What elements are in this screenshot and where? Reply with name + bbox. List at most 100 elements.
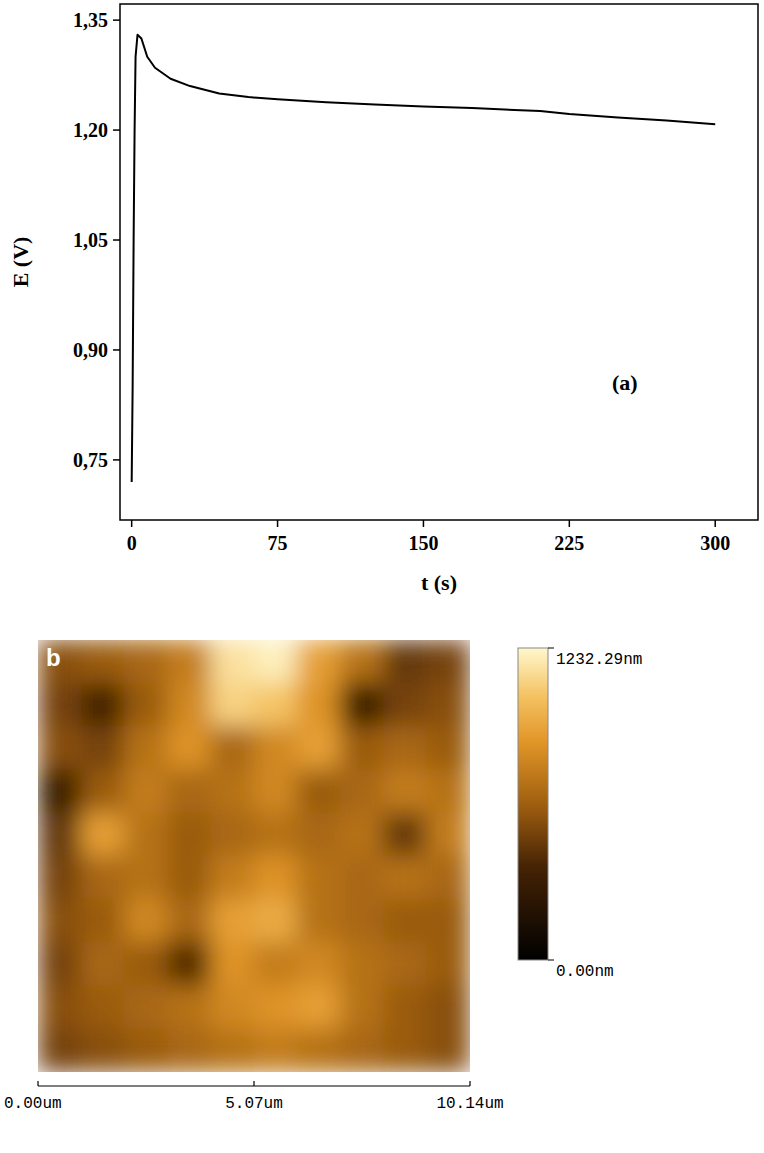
height-cell bbox=[254, 856, 298, 900]
colorbar-label: 0.00nm bbox=[556, 963, 614, 981]
height-cell bbox=[426, 985, 470, 1029]
height-cell bbox=[254, 769, 298, 813]
height-cell bbox=[38, 856, 82, 900]
height-cell bbox=[340, 640, 384, 684]
height-cell bbox=[81, 812, 125, 856]
height-cell bbox=[297, 726, 341, 770]
height-cell bbox=[254, 985, 298, 1029]
panel-label: (a) bbox=[612, 370, 638, 395]
height-cell bbox=[81, 856, 125, 900]
image-clip bbox=[38, 640, 470, 1072]
colorbar bbox=[518, 648, 548, 960]
height-cell bbox=[81, 942, 125, 986]
height-cell bbox=[383, 985, 427, 1029]
height-cell bbox=[297, 856, 341, 900]
data-group bbox=[132, 35, 716, 482]
height-cell bbox=[81, 769, 125, 813]
x-tick bbox=[37, 1081, 38, 1086]
height-cell bbox=[210, 856, 254, 900]
height-cell bbox=[426, 812, 470, 856]
x-tick-label: 300 bbox=[700, 532, 730, 554]
height-cell bbox=[340, 726, 384, 770]
height-cell bbox=[383, 640, 427, 684]
height-cell bbox=[426, 942, 470, 986]
height-cell bbox=[254, 812, 298, 856]
height-cell bbox=[167, 812, 211, 856]
height-cell bbox=[297, 942, 341, 986]
panel-label: b bbox=[46, 644, 61, 671]
x-tick bbox=[469, 1081, 470, 1086]
y-tick-label: 1,05 bbox=[73, 229, 108, 251]
height-cell bbox=[38, 985, 82, 1029]
height-cell bbox=[81, 899, 125, 943]
height-cell bbox=[426, 683, 470, 727]
height-cell bbox=[383, 1028, 427, 1072]
height-cell bbox=[340, 769, 384, 813]
x-tick bbox=[277, 520, 279, 527]
colorbar-tick bbox=[548, 960, 554, 961]
height-cell bbox=[124, 942, 168, 986]
height-cell bbox=[210, 899, 254, 943]
height-cell bbox=[124, 683, 168, 727]
height-cell bbox=[38, 683, 82, 727]
height-cell bbox=[426, 1028, 470, 1072]
height-cell bbox=[124, 899, 168, 943]
height-cell bbox=[210, 683, 254, 727]
x-tick-label: 75 bbox=[268, 532, 288, 554]
height-cell bbox=[167, 985, 211, 1029]
height-cell bbox=[167, 1028, 211, 1072]
height-cell bbox=[124, 769, 168, 813]
height-cell bbox=[124, 812, 168, 856]
y-tick-label: 1,20 bbox=[73, 119, 108, 141]
height-cell bbox=[167, 899, 211, 943]
x-axis-title: t (s) bbox=[421, 570, 457, 595]
x-tick bbox=[569, 520, 571, 527]
height-cell bbox=[254, 899, 298, 943]
height-cell bbox=[81, 985, 125, 1029]
height-cell bbox=[81, 640, 125, 684]
height-cell bbox=[254, 726, 298, 770]
height-cell bbox=[167, 769, 211, 813]
height-cell bbox=[383, 812, 427, 856]
height-cell bbox=[167, 856, 211, 900]
height-cell bbox=[426, 769, 470, 813]
height-cell bbox=[297, 640, 341, 684]
height-cell bbox=[340, 856, 384, 900]
plot-frame bbox=[120, 4, 758, 520]
height-cell bbox=[210, 726, 254, 770]
panel-b: b0.00um5.07um10.14um0.00nm1232.29nm bbox=[4, 640, 642, 1114]
panel-a: 0751502253000,750,901,051,201,35t (s)E (… bbox=[8, 4, 758, 595]
line bbox=[132, 35, 716, 482]
height-cell bbox=[340, 683, 384, 727]
height-cell bbox=[81, 726, 125, 770]
height-cell bbox=[167, 683, 211, 727]
height-cell bbox=[297, 899, 341, 943]
x-tick-label: 150 bbox=[408, 532, 438, 554]
height-cell bbox=[383, 899, 427, 943]
x-tick-label: 10.14um bbox=[436, 1095, 503, 1113]
height-cell bbox=[383, 769, 427, 813]
height-cell bbox=[124, 985, 168, 1029]
height-cell bbox=[254, 640, 298, 684]
height-cell bbox=[38, 769, 82, 813]
figure: 0751502253000,750,901,051,201,35t (s)E (… bbox=[0, 0, 764, 1153]
height-cell bbox=[167, 640, 211, 684]
height-cell bbox=[210, 985, 254, 1029]
y-tick-label: 1,35 bbox=[73, 9, 108, 31]
height-cell bbox=[81, 683, 125, 727]
height-cell bbox=[210, 640, 254, 684]
height-cell bbox=[124, 726, 168, 770]
y-tick bbox=[113, 459, 120, 461]
height-cell bbox=[297, 1028, 341, 1072]
x-tick-label: 0.00um bbox=[4, 1095, 62, 1113]
colorbar-label: 1232.29nm bbox=[556, 651, 642, 669]
height-cell bbox=[210, 769, 254, 813]
height-cell bbox=[124, 1028, 168, 1072]
height-cell bbox=[426, 640, 470, 684]
height-cell bbox=[167, 726, 211, 770]
y-tick bbox=[113, 349, 120, 351]
height-cell bbox=[340, 812, 384, 856]
height-cell bbox=[38, 942, 82, 986]
height-cell bbox=[38, 726, 82, 770]
height-cell bbox=[38, 1028, 82, 1072]
